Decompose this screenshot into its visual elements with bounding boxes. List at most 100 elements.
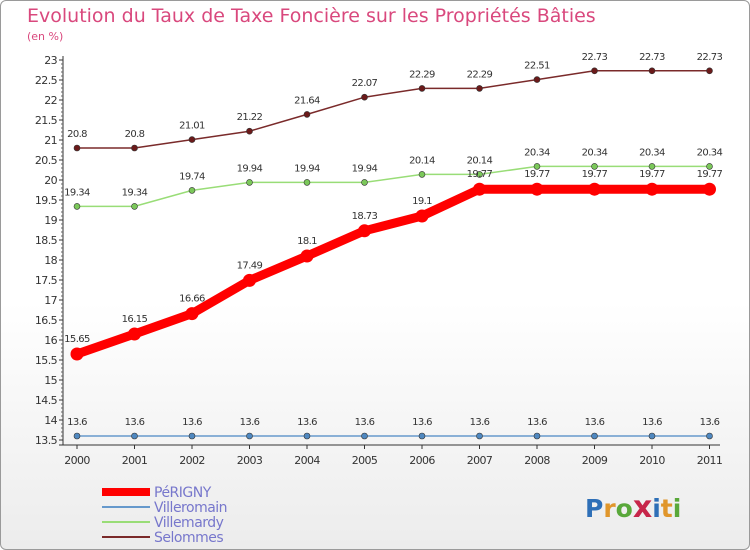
data-point <box>131 203 138 210</box>
data-label: 22.29 <box>467 69 493 80</box>
data-label: 19.94 <box>237 163 263 174</box>
x-tick-label: 2011 <box>697 454 723 467</box>
data-point <box>591 67 598 75</box>
data-point <box>73 432 81 440</box>
series-line <box>77 70 710 149</box>
y-tick-label: 14 <box>44 414 57 427</box>
x-tick-label: 2003 <box>237 454 263 467</box>
data-label: 20.34 <box>582 147 608 158</box>
data-label: 19.77 <box>467 169 493 180</box>
series-line <box>75 184 710 359</box>
data-label: 15.65 <box>64 334 90 345</box>
y-tick-label: 22 <box>44 94 57 107</box>
data-point <box>591 163 598 170</box>
y-tick-label: 23 <box>44 54 57 67</box>
y-tick-label: 16 <box>44 334 57 347</box>
y-tick-label: 20.5 <box>35 154 58 167</box>
data-label: 19.74 <box>179 171 205 182</box>
data-label: 13.6 <box>67 417 87 428</box>
data-point <box>648 163 656 170</box>
data-label: 13.6 <box>585 417 605 428</box>
data-label: 18.73 <box>352 211 378 222</box>
data-label: 22.73 <box>582 52 608 63</box>
proxiti-logo: Proxiti <box>585 490 681 525</box>
data-point <box>246 432 253 440</box>
data-label: 19.77 <box>639 169 665 180</box>
series-villemardy: 19.34 19.34 19.74 19.94 19.94 19.94 20.14 20.14… <box>64 147 723 210</box>
data-point <box>243 273 256 287</box>
x-tick-label: 2008 <box>524 454 550 467</box>
data-point <box>476 432 483 440</box>
data-point <box>246 127 253 135</box>
x-tick-label: 2007 <box>467 454 493 467</box>
data-label: 22.73 <box>697 52 723 63</box>
data-point <box>648 432 656 440</box>
logo-letter: o <box>615 494 633 523</box>
data-point <box>418 432 426 440</box>
y-tick-label: 13.5 <box>35 434 58 447</box>
data-label: 13.6 <box>125 417 145 428</box>
y-tick-label: 14.5 <box>35 394 58 407</box>
data-label: 20.8 <box>125 129 145 140</box>
y-tick-label: 22.5 <box>35 74 58 87</box>
y-tick-label: 18 <box>44 254 57 267</box>
y-tick-label: 21 <box>44 134 57 147</box>
data-point <box>533 163 541 170</box>
data-label: 13.6 <box>240 417 260 428</box>
x-tick-label: 2000 <box>64 454 90 467</box>
data-point <box>246 179 253 186</box>
data-label: 22.29 <box>409 69 435 80</box>
x-tick-label: 2005 <box>352 454 378 467</box>
data-point <box>70 347 84 361</box>
data-label: 20.34 <box>524 147 550 158</box>
chart-title: Evolution du Taux de Taxe Foncière sur l… <box>27 5 596 27</box>
data-label: 19.94 <box>352 163 378 174</box>
y-tick-label: 20 <box>44 174 57 187</box>
data-label: 13.6 <box>412 417 432 428</box>
data-label: 17.49 <box>237 260 263 271</box>
data-label: 13.6 <box>700 417 720 428</box>
y-tick-label: 15 <box>44 374 57 387</box>
logo-letter: t <box>660 494 673 523</box>
x-tick-label: 2002 <box>179 454 205 467</box>
series-p-rigny: 15.65 16.15 16.66 17.49 18.1 18.73 19.1 19.77 19… <box>64 169 723 361</box>
data-label: 13.6 <box>297 417 317 428</box>
data-label: 13.6 <box>527 417 547 428</box>
data-label: 19.34 <box>64 187 90 198</box>
data-label: 21.64 <box>294 95 320 106</box>
data-label: 19.34 <box>122 187 148 198</box>
x-tick-label: 2006 <box>409 454 435 467</box>
data-point <box>188 187 196 194</box>
data-point <box>361 179 368 186</box>
data-label: 20.34 <box>697 147 723 158</box>
data-point <box>303 179 311 186</box>
data-point <box>473 182 486 196</box>
logo-letter: i <box>672 494 682 523</box>
data-point <box>73 203 81 210</box>
data-label: 18.1 <box>297 236 317 247</box>
data-label: 16.66 <box>179 294 205 305</box>
data-point <box>73 144 81 152</box>
y-tick-label: 16.5 <box>35 314 58 327</box>
y-unit-label: (en %) <box>27 30 64 43</box>
y-tick-label: 17 <box>44 294 57 307</box>
series-line <box>77 165 710 208</box>
legend-label: Selommes <box>154 530 223 546</box>
y-tick-label: 17.5 <box>35 274 58 287</box>
data-point <box>185 307 199 321</box>
x-tick-label: 2009 <box>582 454 608 467</box>
data-point <box>476 171 483 178</box>
data-label: 21.01 <box>179 121 205 132</box>
y-tick-label: 19 <box>44 214 57 227</box>
data-point <box>648 67 656 75</box>
y-tick-label: 19.5 <box>35 194 58 207</box>
data-point <box>703 182 716 196</box>
data-label: 13.6 <box>470 417 490 428</box>
data-label: 22.73 <box>639 52 665 63</box>
data-label: 19.1 <box>412 196 432 207</box>
data-label: 22.07 <box>352 78 378 89</box>
data-point <box>530 182 544 196</box>
logo-letter: i <box>652 494 661 523</box>
